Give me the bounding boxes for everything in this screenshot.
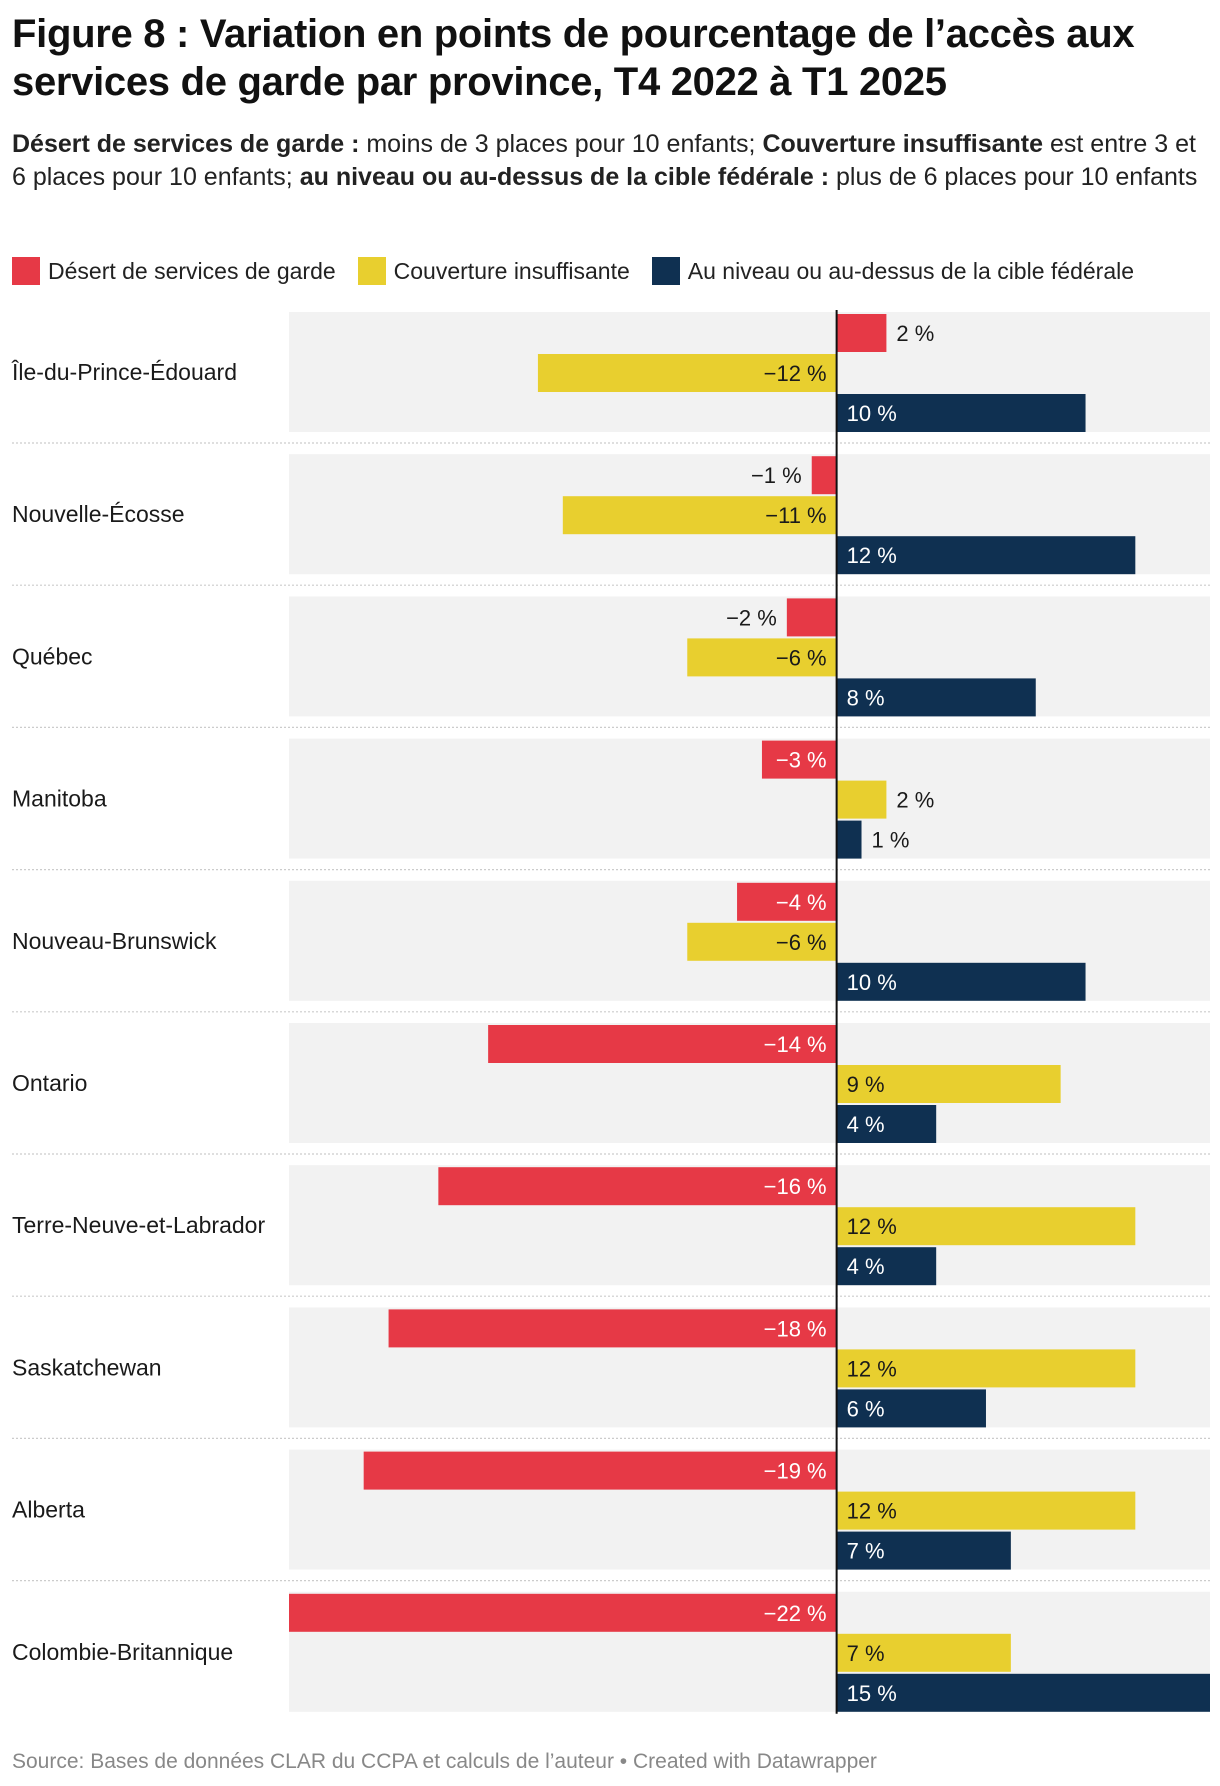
data-label: 4 %	[847, 1112, 885, 1137]
bar	[836, 1247, 937, 1286]
data-label: −16 %	[764, 1174, 827, 1199]
bar	[836, 1207, 1136, 1246]
bar	[786, 598, 837, 637]
bar	[289, 1593, 837, 1632]
description-segment: est entre 3 et 6 places pour 10 enfants;	[12, 130, 1196, 191]
bar	[836, 1105, 937, 1143]
legend-item: Au niveau ou au-dessus de la cible fédér…	[651, 257, 1135, 285]
category-label: Nouveau-Brunswick	[12, 928, 217, 954]
bar	[836, 1673, 1210, 1712]
group-panel	[289, 880, 1210, 1001]
data-label: −1 %	[751, 463, 802, 488]
bar	[836, 394, 1086, 432]
data-label: 2 %	[896, 321, 934, 346]
category-label: Manitoba	[12, 786, 107, 812]
legend-label: Au niveau ou au-dessus de la cible fédér…	[687, 257, 1135, 284]
category-label: Saskatchewan	[12, 1354, 162, 1380]
description-segment: Couverture insuffisante	[762, 130, 1044, 158]
bar	[687, 922, 837, 961]
bar	[836, 1491, 1136, 1530]
bar	[836, 1389, 986, 1428]
bar	[488, 1025, 837, 1063]
bar	[836, 1531, 1011, 1570]
data-label: −3 %	[776, 748, 827, 773]
bar	[363, 1451, 837, 1490]
bar	[836, 678, 1036, 717]
bar	[836, 1633, 1011, 1672]
group-panel	[289, 1449, 1210, 1570]
legend-item: Couverture insuffisante	[357, 257, 630, 285]
bar	[836, 820, 862, 859]
bar	[687, 638, 837, 677]
bar	[562, 496, 837, 535]
data-label: 7 %	[847, 1539, 885, 1564]
data-label: −6 %	[776, 645, 827, 670]
category-label: Ontario	[12, 1070, 87, 1096]
group-panel	[289, 1023, 1210, 1143]
legend-item: Désert de services de garde	[12, 257, 336, 285]
data-label: −22 %	[764, 1601, 827, 1626]
category-label: Québec	[12, 643, 93, 669]
bar	[388, 1309, 837, 1348]
data-label: 1 %	[872, 828, 910, 853]
data-label: 4 %	[847, 1254, 885, 1279]
bar	[761, 740, 837, 779]
group-panel	[289, 1591, 1210, 1712]
category-label: Île-du-Prince-Édouard	[11, 359, 237, 385]
data-label: 2 %	[896, 788, 934, 813]
data-label: −14 %	[764, 1032, 827, 1057]
bar	[537, 354, 837, 392]
category-label: Nouvelle-Écosse	[12, 501, 185, 527]
legend-swatch	[651, 257, 680, 285]
group-panel	[289, 1165, 1210, 1286]
data-label: 12 %	[847, 1356, 897, 1381]
data-label: 10 %	[847, 970, 897, 995]
bar	[836, 314, 887, 352]
data-label: −2 %	[726, 605, 777, 630]
bar	[737, 882, 837, 921]
data-label: 9 %	[847, 1072, 885, 1097]
bar	[836, 1065, 1061, 1103]
data-label: 12 %	[847, 543, 897, 568]
description-segment: Désert de services de garde :	[12, 130, 360, 158]
data-label: −12 %	[764, 361, 827, 386]
legend-swatch	[357, 257, 386, 285]
bar	[836, 1349, 1136, 1388]
data-label: −4 %	[776, 890, 827, 915]
bar	[836, 780, 887, 819]
category-label: Colombie-Britannique	[12, 1639, 233, 1665]
data-label: −19 %	[764, 1459, 827, 1484]
data-label: 12 %	[847, 1499, 897, 1524]
chart-description: Désert de services de garde : moins de 3…	[12, 128, 1208, 194]
data-label: −18 %	[764, 1316, 827, 1341]
data-label: 6 %	[847, 1396, 885, 1421]
legend-swatch	[12, 257, 40, 285]
legend-label: Couverture insuffisante	[393, 257, 630, 284]
category-label: Terre-Neuve-et-Labrador	[12, 1212, 265, 1238]
data-label: 7 %	[847, 1641, 885, 1666]
bar	[811, 456, 837, 495]
legend: Désert de services de garde Couverture in…	[12, 256, 1156, 286]
data-label: 12 %	[847, 1214, 897, 1239]
legend-label: Désert de services de garde	[48, 257, 336, 284]
group-panel	[289, 1307, 1210, 1428]
bar	[438, 1167, 837, 1206]
source-note: Source: Bases de données CLAR du CCPA et…	[12, 1750, 877, 1773]
description-segment: au niveau ou au-dessus de la cible fédér…	[299, 163, 830, 191]
group-panel	[289, 738, 1210, 859]
chart-title: Figure 8 : Variation en points de pource…	[12, 12, 1135, 104]
data-label: 10 %	[847, 401, 897, 426]
group-panel	[289, 312, 1210, 432]
description-segment: plus de 6 places pour 10 enfants	[829, 163, 1198, 191]
data-label: 15 %	[847, 1681, 897, 1706]
description-segment: moins de 3 places pour 10 enfants;	[359, 130, 763, 158]
data-label: 8 %	[847, 685, 885, 710]
data-label: −11 %	[765, 503, 826, 528]
bar	[836, 962, 1086, 1001]
bar	[836, 536, 1136, 575]
group-panel	[289, 596, 1210, 717]
data-label: −6 %	[776, 930, 827, 955]
group-panel	[289, 454, 1210, 575]
category-label: Alberta	[12, 1497, 85, 1523]
